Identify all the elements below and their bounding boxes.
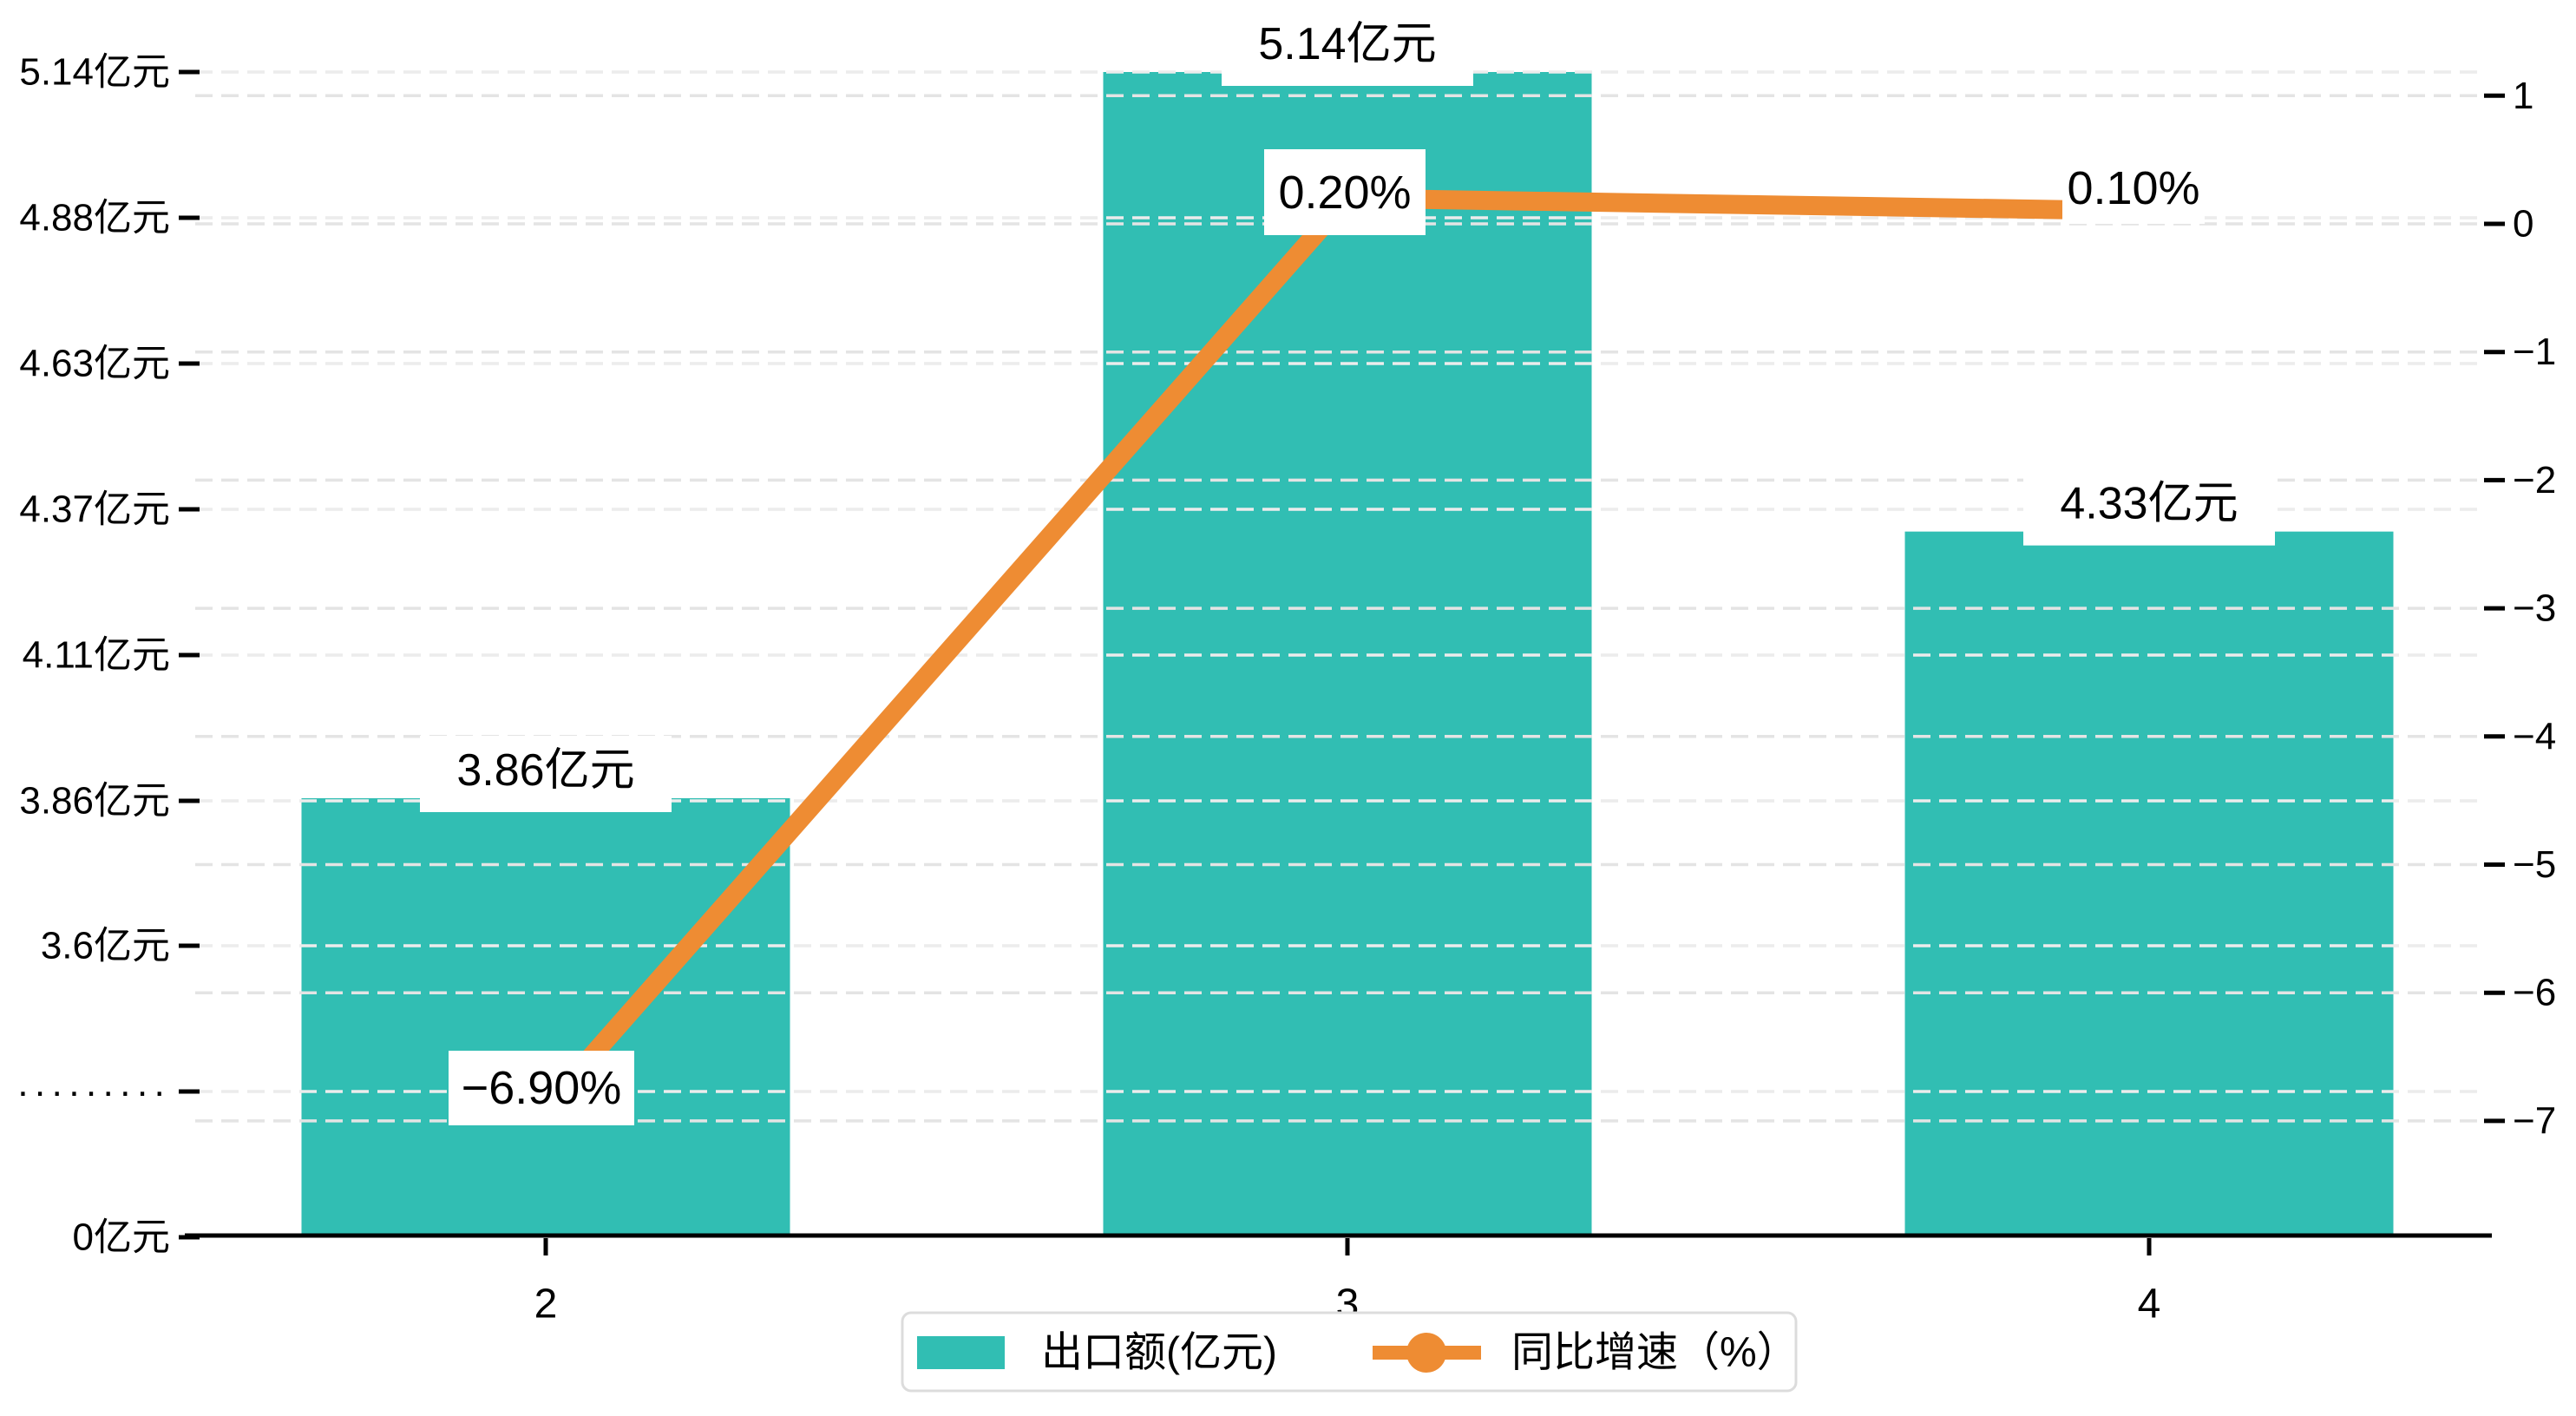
- gridlines: [195, 70, 2486, 1123]
- line-series-dot-icon: [1406, 1333, 1446, 1373]
- line-value-label-bg: [449, 1051, 634, 1125]
- left-axis-tick-label: ·········: [16, 1071, 170, 1113]
- right-axis-tick-label: −6: [2513, 972, 2556, 1014]
- left-axis-tick-label: 5.14亿元: [19, 51, 170, 94]
- left-axis-tick-label: 3.6亿元: [41, 925, 170, 967]
- bar-value-label: 5.14亿元: [1258, 19, 1436, 69]
- right-axis-tick-label: −7: [2513, 1099, 2556, 1142]
- legend-box: [901, 1311, 1798, 1393]
- legend: 出口额(亿元) 同比增速（%）: [901, 1311, 1799, 1393]
- right-axis-tick-label: 0: [2513, 203, 2533, 246]
- bar-value-label-bg: [2023, 469, 2275, 546]
- left-axis-tick-label: 4.37亿元: [19, 488, 170, 531]
- right-axis-tick-label: −4: [2513, 715, 2556, 757]
- right-axis-tick-label: −1: [2513, 331, 2556, 373]
- line-value-label: −6.90%: [462, 1062, 622, 1114]
- bar-value-label: 4.33亿元: [2060, 479, 2238, 529]
- legend-label-line-series: 同比增速（%）: [1511, 1330, 1799, 1376]
- legend-item-bar-series[interactable]: 出口额(亿元): [917, 1330, 1277, 1376]
- legend-item-line-series[interactable]: 同比增速（%）: [1373, 1330, 1799, 1376]
- right-axis-tick-label: −3: [2513, 587, 2556, 630]
- axes: 5.14亿元 4.88亿元 4.63亿元 4.37亿元 4.11亿元 3.86亿元 3.6亿…: [16, 51, 2556, 1328]
- left-axis-tick-label: 0亿元: [73, 1216, 170, 1259]
- bar-month-2[interactable]: [301, 797, 790, 1234]
- left-axis-tick-label: 4.88亿元: [19, 197, 170, 239]
- bar-series: [301, 71, 2394, 1234]
- x-axis-category-label: 4: [2138, 1282, 2161, 1328]
- line-value-label-bg: [1264, 149, 1426, 235]
- bar-value-label-bg: [1222, 9, 1473, 86]
- line-value-label: 0.20%: [1278, 167, 1411, 219]
- right-axis-tick-label: 1: [2513, 75, 2533, 117]
- bar-value-label-bg: [420, 735, 672, 812]
- left-axis-tick-label: 4.11亿元: [23, 634, 170, 677]
- data-labels: 3.86亿元 5.14亿元 4.33亿元 −6.90% 0.20% 0.10%: [420, 9, 2275, 1125]
- line-value-label: 0.10%: [2067, 162, 2199, 214]
- right-axis-tick-label: −2: [2513, 459, 2556, 502]
- bar-month-3[interactable]: [1103, 71, 1592, 1234]
- left-axis-tick-label: 4.63亿元: [19, 343, 170, 385]
- right-axis-tick-label: −5: [2513, 843, 2556, 886]
- bar-month-4[interactable]: [1904, 531, 2394, 1234]
- left-axis-tick-label: 3.86亿元: [19, 780, 170, 823]
- x-axis-category-label: 2: [534, 1282, 558, 1328]
- legend-label-bar-series: 出口额(亿元): [1041, 1330, 1277, 1376]
- bar-value-label: 3.86亿元: [456, 745, 634, 796]
- bar-series-swatch-icon: [917, 1336, 1005, 1369]
- line-value-label-bg: [2062, 153, 2205, 224]
